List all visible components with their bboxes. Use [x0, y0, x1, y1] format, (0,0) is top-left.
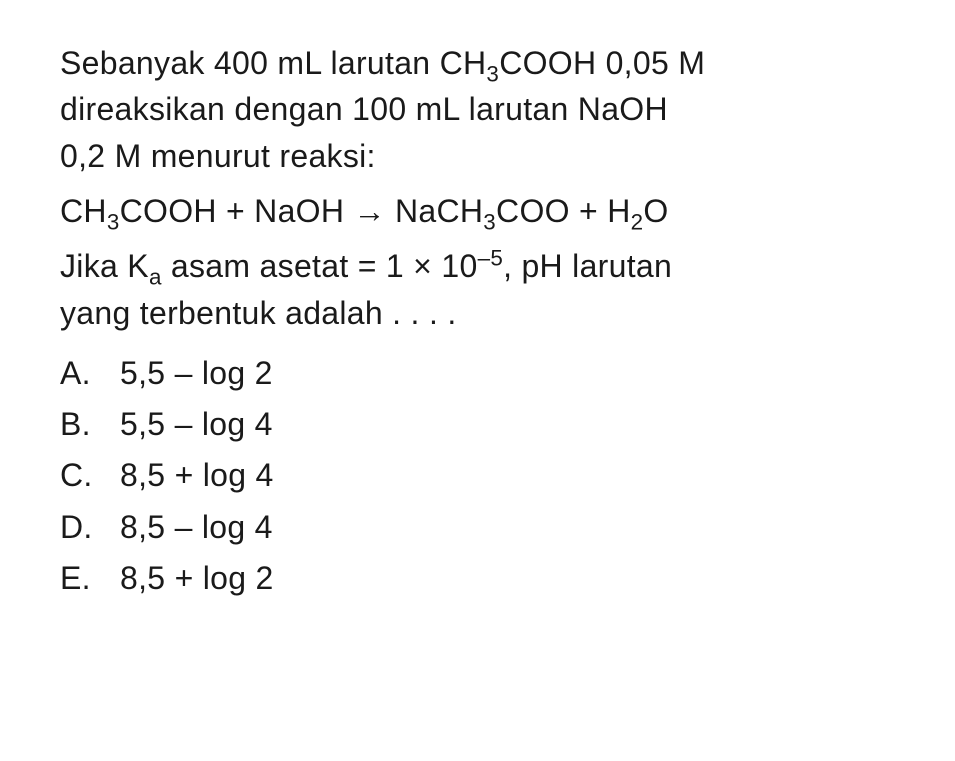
option-value: 8,5 + log 4: [120, 450, 895, 501]
option-label: B.: [60, 399, 120, 450]
option-value: 8,5 – log 4: [120, 502, 895, 553]
chemical-equation: CH3COOH + NaOH → NaCH3COO + H2O: [60, 187, 895, 235]
option-label: A.: [60, 348, 120, 399]
followup-text: Jika Ka asam asetat = 1 × 10–5, pH larut…: [60, 243, 895, 336]
options-list: A. 5,5 – log 2 B. 5,5 – log 4 C. 8,5 + l…: [60, 348, 895, 604]
option-b: B. 5,5 – log 4: [60, 399, 895, 450]
option-label: E.: [60, 553, 120, 604]
option-value: 5,5 – log 2: [120, 348, 895, 399]
option-label: D.: [60, 502, 120, 553]
question-container: Sebanyak 400 mL larutan CH3COOH 0,05 M d…: [60, 40, 895, 604]
question-line-2: direaksikan dengan 100 mL larutan NaOH: [60, 91, 668, 127]
option-label: C.: [60, 450, 120, 501]
option-a: A. 5,5 – log 2: [60, 348, 895, 399]
option-d: D. 8,5 – log 4: [60, 502, 895, 553]
option-value: 5,5 – log 4: [120, 399, 895, 450]
option-e: E. 8,5 + log 2: [60, 553, 895, 604]
question-text: Sebanyak 400 mL larutan CH3COOH 0,05 M d…: [60, 40, 895, 179]
question-line-1: Sebanyak 400 mL larutan CH3COOH 0,05 M: [60, 45, 705, 81]
question-line-3: 0,2 M menurut reaksi:: [60, 138, 376, 174]
option-c: C. 8,5 + log 4: [60, 450, 895, 501]
option-value: 8,5 + log 2: [120, 553, 895, 604]
followup-line-2: yang terbentuk adalah . . . .: [60, 295, 457, 331]
followup-line-1: Jika Ka asam asetat = 1 × 10–5, pH larut…: [60, 248, 672, 284]
